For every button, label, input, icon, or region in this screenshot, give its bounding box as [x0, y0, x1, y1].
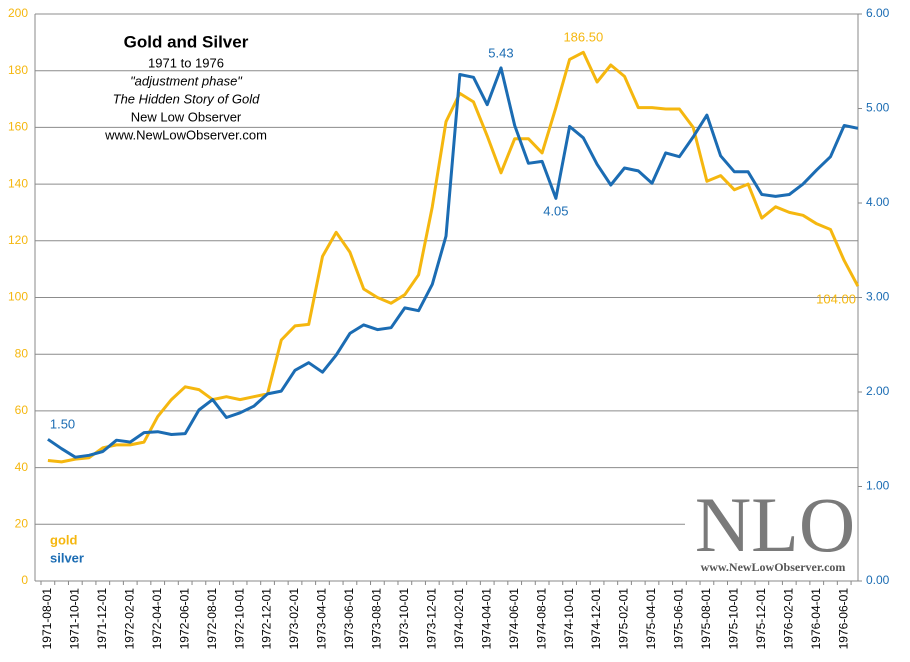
x-tick-label: 1971-12-01: [95, 588, 109, 650]
data-label: 4.05: [543, 204, 568, 219]
x-tick-label: 1972-04-01: [150, 588, 164, 650]
y-tick-label: 100: [8, 290, 28, 304]
y2-tick-label: 2.00: [866, 384, 890, 398]
x-tick-label: 1974-06-01: [507, 588, 521, 650]
y-tick-label: 120: [8, 233, 28, 247]
chart-title: Gold and Silver: [124, 32, 249, 51]
y2-tick-label: 0.00: [866, 573, 890, 587]
data-label: 104.00: [816, 292, 856, 307]
x-tick-label: 1972-10-01: [232, 588, 246, 650]
x-tick-label: 1973-06-01: [342, 588, 356, 650]
y2-tick-label: 6.00: [866, 6, 890, 20]
x-tick-label: 1972-08-01: [205, 588, 219, 650]
x-tick-label: 1974-10-01: [562, 588, 576, 650]
x-tick-label: 1971-10-01: [67, 588, 81, 650]
series-line: [47, 50, 860, 464]
x-tick-label: 1974-02-01: [452, 588, 466, 650]
x-tick-label: 1971-08-01: [40, 588, 54, 650]
data-label: 1.50: [50, 417, 75, 432]
x-tick-label: 1976-06-01: [836, 588, 850, 650]
y-tick-label: 20: [15, 516, 29, 530]
subtitle-line: The Hidden Story of Gold: [113, 91, 260, 106]
subtitle-line: New Low Observer: [131, 109, 242, 124]
grid: [35, 13, 858, 582]
x-tick-label: 1975-12-01: [754, 588, 768, 650]
x-tick-label: 1973-12-01: [424, 588, 438, 650]
y2-tick-label: 1.00: [866, 479, 890, 493]
subtitle-block: 1971 to 1976 "adjustment phase" The Hidden…: [104, 55, 267, 142]
x-tick-label: 1976-02-01: [781, 588, 795, 650]
y2-tick-label: 3.00: [866, 290, 890, 304]
watermark-bg: [685, 490, 860, 578]
x-tick-label: 1973-04-01: [315, 588, 329, 650]
x-tick-label: 1972-06-01: [177, 588, 191, 650]
y-tick-label: 160: [8, 120, 28, 134]
x-tick-label: 1975-06-01: [672, 588, 686, 650]
x-tick-label: 1975-08-01: [699, 588, 713, 650]
y-tick-label: 80: [15, 346, 29, 360]
y-tick-label: 200: [8, 6, 28, 20]
x-tick-label: 1973-02-01: [287, 588, 301, 650]
x-tick-label: 1974-12-01: [589, 588, 603, 650]
y2-tick-label: 5.00: [866, 101, 890, 115]
x-tick-label: 1975-02-01: [617, 588, 631, 650]
x-tick-label: 1973-08-01: [370, 588, 384, 650]
x-tick-label: 1972-12-01: [260, 588, 274, 650]
subtitle-line: 1971 to 1976: [148, 55, 224, 70]
x-tick-label: 1973-10-01: [397, 588, 411, 650]
y-tick-label: 0: [21, 573, 28, 587]
subtitle-line: "adjustment phase": [130, 73, 243, 88]
x-tick-label: 1975-10-01: [727, 588, 741, 650]
x-tick-label: 1972-02-01: [122, 588, 136, 650]
x-tick-label: 1974-08-01: [534, 588, 548, 650]
x-tick-label: 1974-04-01: [479, 588, 493, 650]
x-tick-label: 1976-04-01: [809, 588, 823, 650]
subtitle-line: www.NewLowObserver.com: [104, 127, 267, 142]
legend-entry: silver: [50, 550, 84, 565]
y-tick-label: 140: [8, 176, 28, 190]
y2-tick-label: 4.00: [866, 195, 890, 209]
series-line: [47, 66, 859, 459]
data-label: 186.50: [563, 30, 603, 45]
y-tick-label: 60: [15, 403, 29, 417]
watermark-logo: NLO: [695, 481, 855, 568]
data-label: 5.43: [488, 45, 513, 60]
x-tick-label: 1975-04-01: [644, 588, 658, 650]
legend-entry: gold: [50, 532, 77, 547]
watermark-url: www.NewLowObserver.com: [701, 560, 846, 574]
y-tick-label: 40: [15, 460, 29, 474]
y-tick-label: 180: [8, 63, 28, 77]
